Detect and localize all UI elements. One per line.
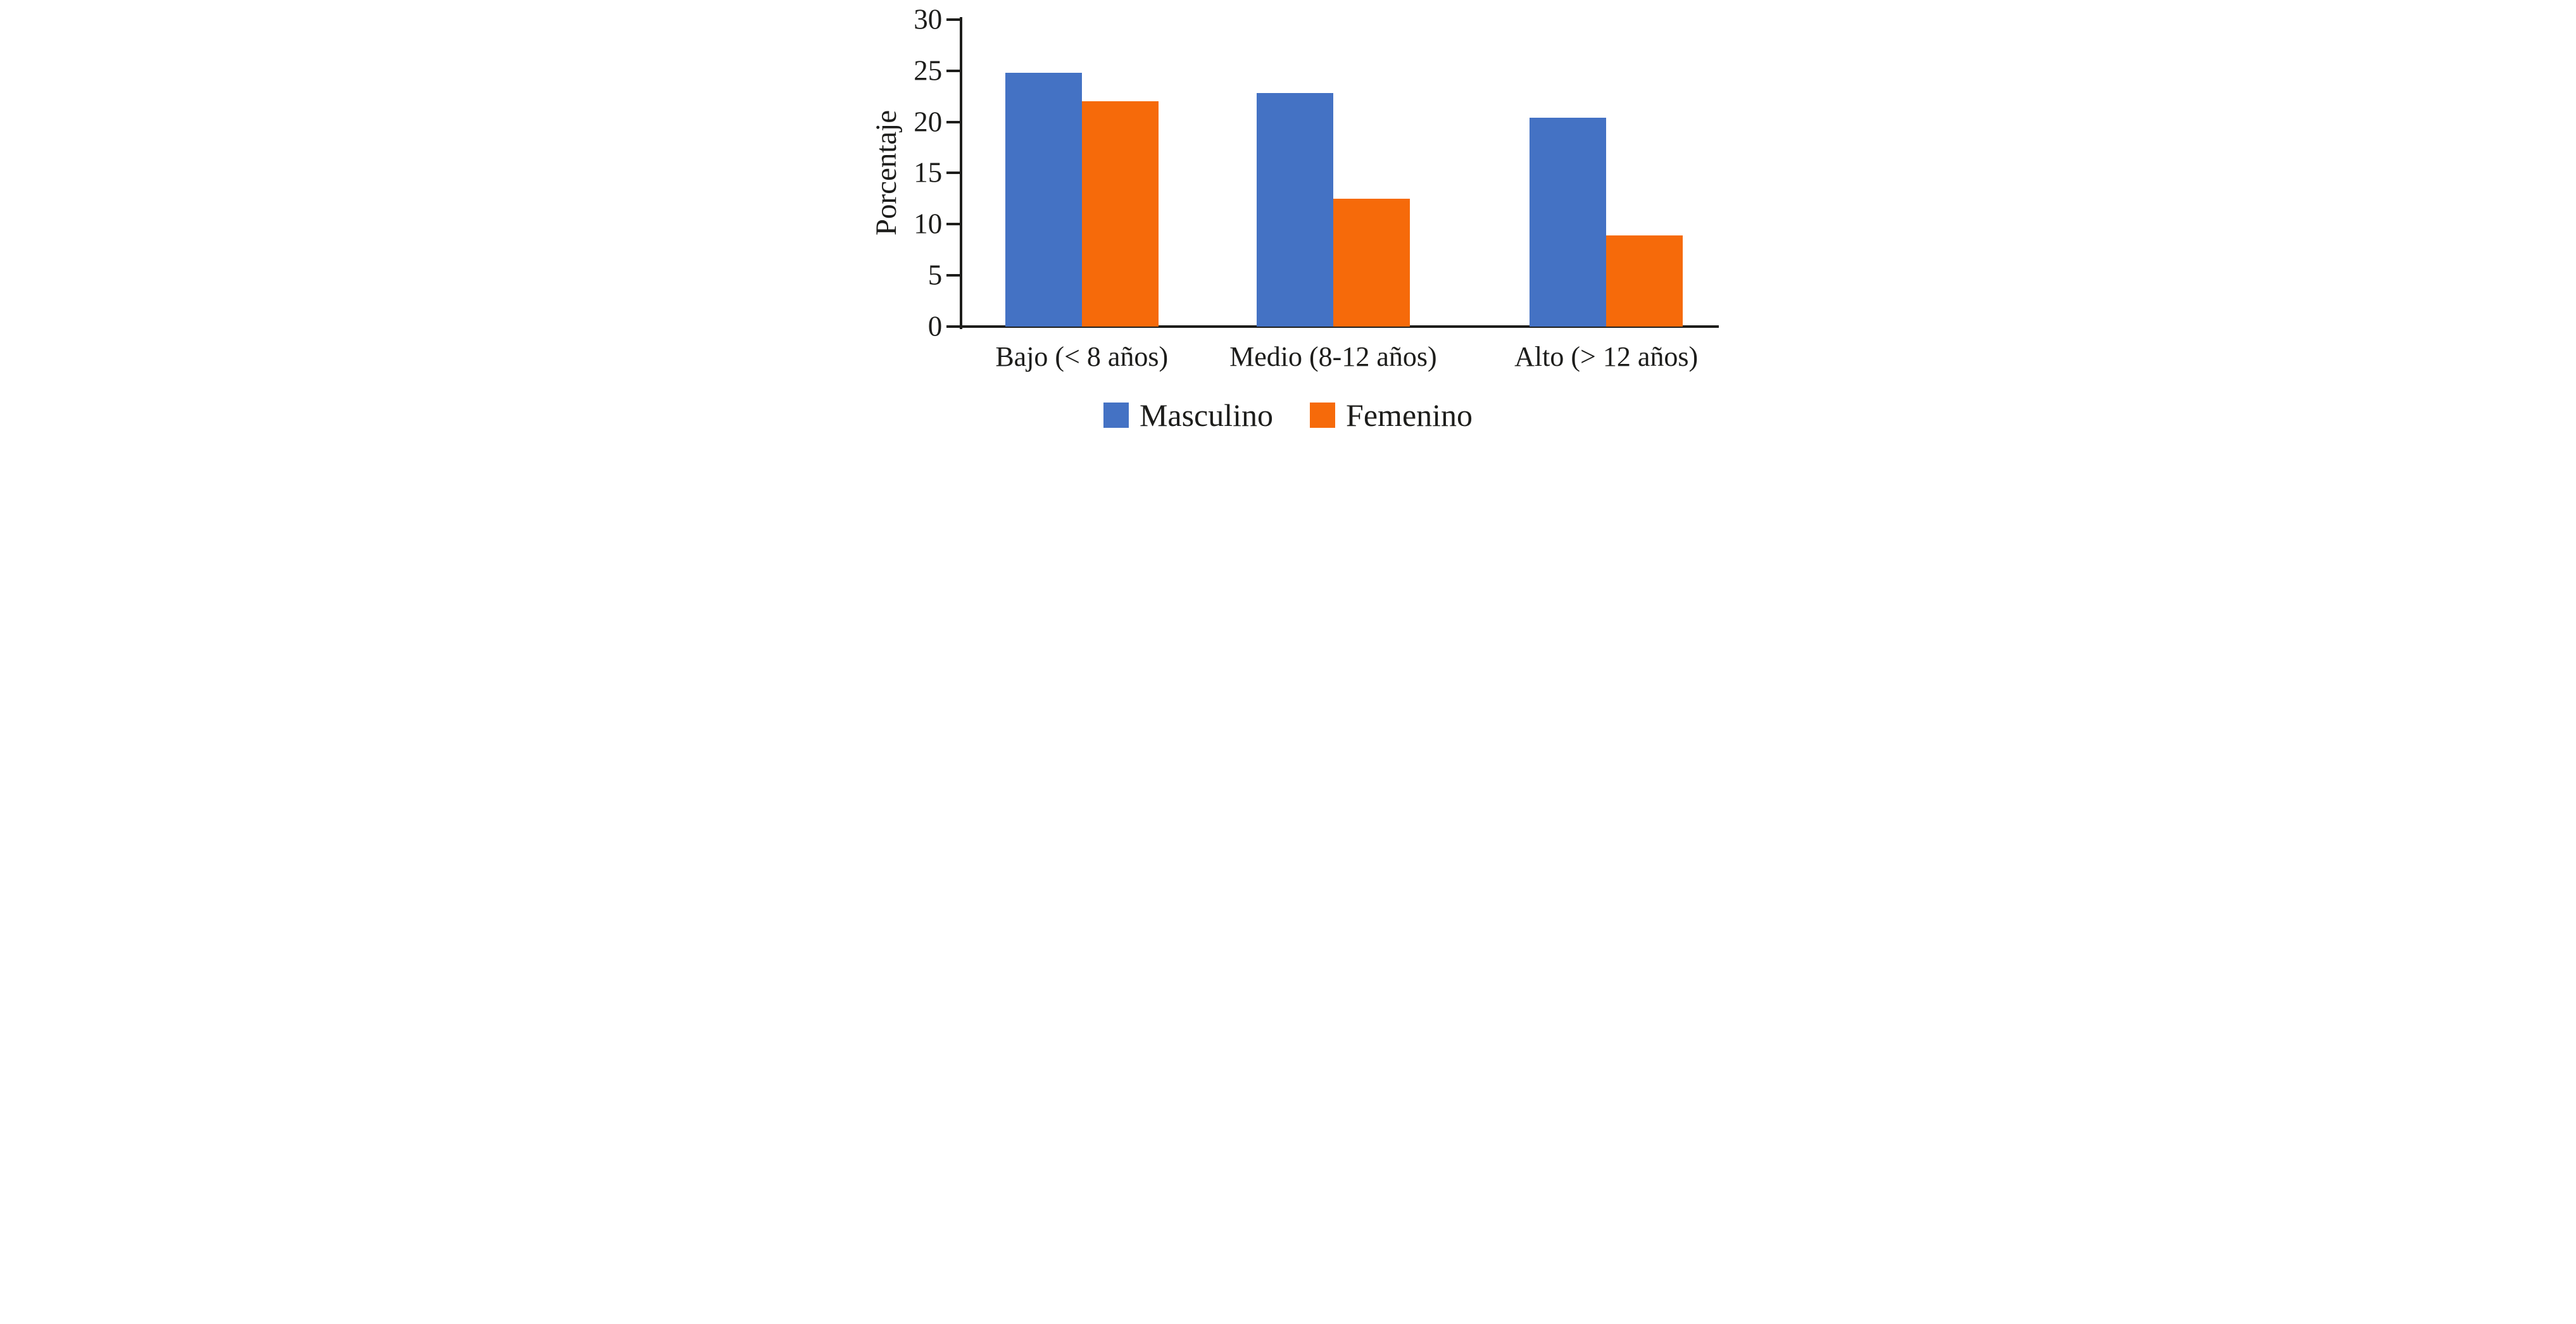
bar-femenino-0: [1081, 101, 1159, 327]
bar-femenino-2: [1606, 235, 1683, 327]
legend-item-femenino: Femenino: [1310, 399, 1473, 431]
bar-masculino-1: [1256, 93, 1333, 327]
y-tick: [946, 69, 962, 72]
y-tick: [946, 223, 962, 226]
legend-swatch-femenino: [1310, 403, 1336, 428]
y-tick: [946, 172, 962, 175]
y-tick-label: 0: [927, 310, 943, 342]
legend-label-masculino: Masculino: [1139, 397, 1274, 434]
y-tick-label: 5: [927, 259, 943, 291]
y-tick-label: 10: [914, 208, 943, 240]
y-axis-line: [960, 16, 963, 330]
x-category-label-alto: Alto (> 12 años): [1514, 341, 1699, 373]
y-tick-label: 30: [914, 3, 943, 35]
legend-item-masculino: Masculino: [1103, 399, 1273, 431]
y-tick-label: 25: [914, 54, 943, 87]
x-category-label-bajo: Bajo (< 8 años): [995, 341, 1169, 373]
y-tick: [946, 120, 962, 123]
y-tick: [946, 18, 962, 21]
plot-area: 0 5 10 15 20 25 30: [914, 5, 1718, 340]
bar-masculino-0: [1005, 72, 1082, 327]
legend: Masculino Femenino: [858, 399, 1719, 431]
x-category-label-medio: Medio (8-12 años): [1229, 341, 1437, 373]
legend-swatch-masculino: [1103, 403, 1129, 428]
y-axis-title: Porcentaje: [869, 109, 903, 235]
y-tick-label: 15: [914, 156, 943, 189]
y-tick-label: 20: [914, 106, 943, 138]
y-tick: [946, 325, 962, 328]
legend-label-femenino: Femenino: [1346, 397, 1473, 434]
x-axis-line: [960, 325, 1719, 328]
bar-chart: Porcentaje 0 5 10 15 20 25 30 Bajo (< 8 años) …: [857, 0, 1719, 442]
y-tick: [946, 274, 962, 277]
bar-femenino-1: [1333, 198, 1410, 327]
bar-masculino-2: [1530, 118, 1607, 327]
